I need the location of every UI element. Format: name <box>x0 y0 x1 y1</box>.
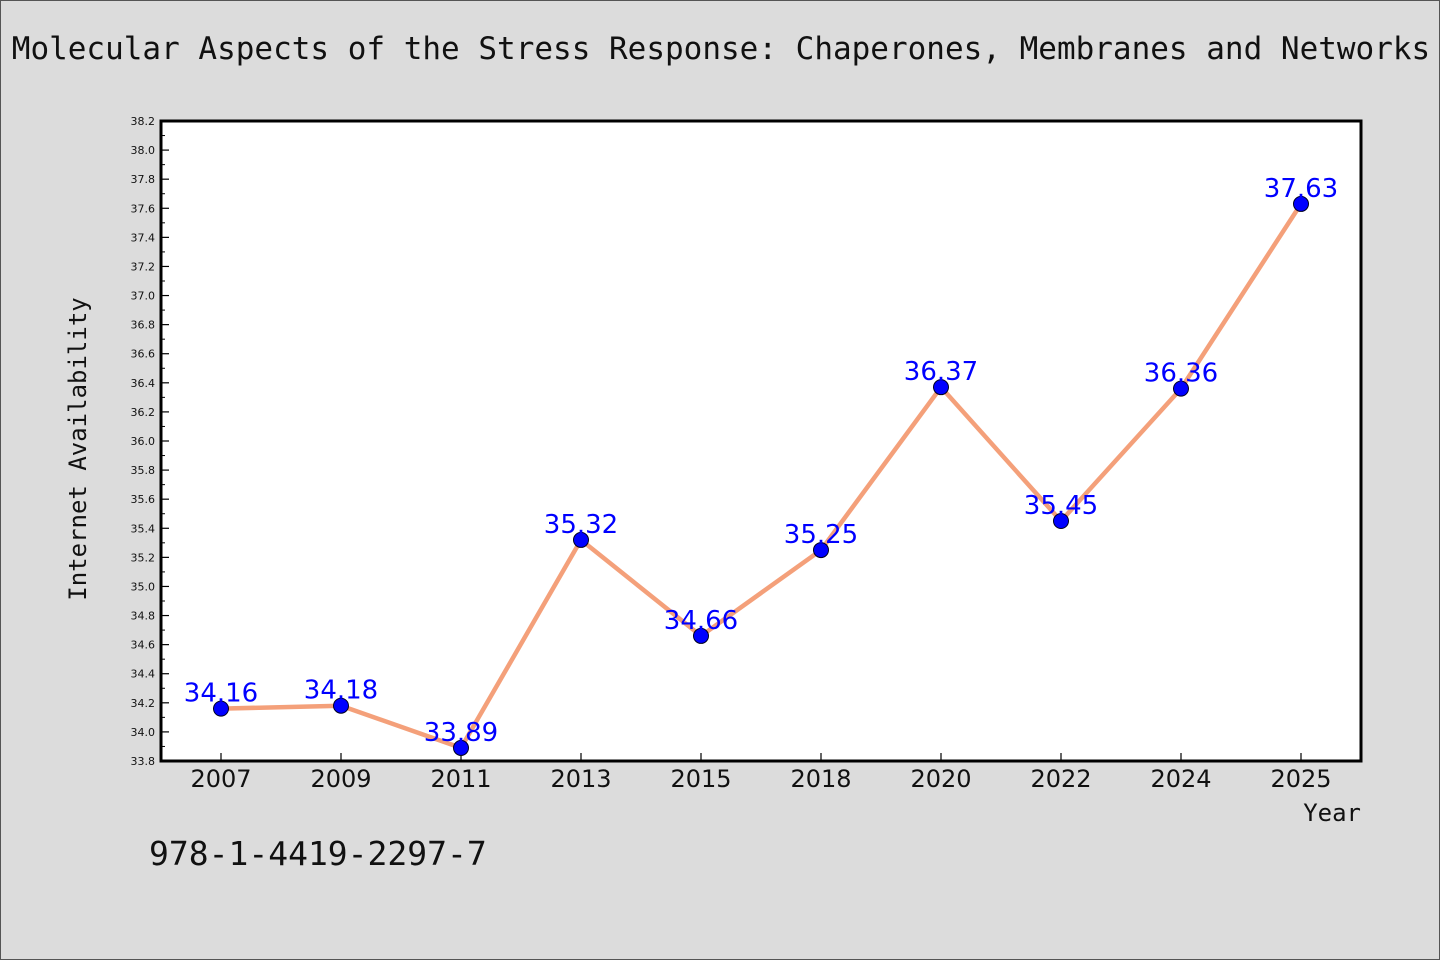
data-point <box>1293 195 1309 212</box>
y-tick-label: 37.0 <box>131 290 156 303</box>
data-labels: 34.16 34.18 33.89 35.32 34.66 35.25 36.37 35.45… <box>184 174 1338 748</box>
y-tick-label: 34.6 <box>131 639 156 652</box>
y-tick-label: 36.2 <box>131 406 156 419</box>
data-label: 36.37 <box>904 357 978 387</box>
y-tick-label: 36.6 <box>131 348 156 361</box>
x-tick-label: 2025 <box>1270 765 1331 793</box>
x-tick-label: 2015 <box>670 765 731 793</box>
series-markers <box>213 195 1309 756</box>
y-tick-label: 33.8 <box>131 755 156 768</box>
plot-area <box>159 119 1363 763</box>
data-point <box>573 531 589 548</box>
y-tick-label: 34.0 <box>131 726 156 739</box>
data-point <box>813 542 829 559</box>
y-tick-label: 36.4 <box>131 377 156 390</box>
y-tick-label: 37.2 <box>131 260 156 273</box>
x-tick-label: 2009 <box>310 765 371 793</box>
y-tick-label: 35.4 <box>131 522 156 535</box>
x-tick-label: 2018 <box>790 765 851 793</box>
x-axis-ticks: 2007 2009 2011 2013 2015 2018 2020 2022 2024 2025 <box>190 753 1332 793</box>
x-tick-label: 2020 <box>910 765 971 793</box>
data-point <box>933 379 949 396</box>
data-point <box>213 700 229 717</box>
y-axis-ticks: 33.8 34.0 34.2 34.4 34.6 34.8 35.0 35.2 35.4 35.6… <box>131 115 169 768</box>
x-tick-label: 2013 <box>550 765 611 793</box>
x-tick-label: 2011 <box>430 765 491 793</box>
y-tick-label: 37.6 <box>131 202 156 215</box>
isbn-text: 978-1-4419-2297-7 <box>149 834 487 873</box>
data-label: 37.63 <box>1264 174 1338 204</box>
y-tick-label: 36.8 <box>131 319 156 332</box>
y-tick-label: 37.8 <box>131 173 156 186</box>
y-tick-label: 37.4 <box>131 231 156 244</box>
y-tick-label: 38.2 <box>131 115 156 128</box>
data-point <box>693 627 709 644</box>
chart-title: Molecular Aspects of the Stress Response… <box>11 31 1431 67</box>
data-label: 35.45 <box>1024 491 1098 521</box>
y-tick-label: 35.6 <box>131 493 156 506</box>
data-label: 36.36 <box>1144 359 1218 389</box>
x-tick-label: 2007 <box>190 765 251 793</box>
x-tick-label: 2024 <box>1150 765 1211 793</box>
x-axis-label: Year <box>1303 799 1361 827</box>
y-axis-label: Internet Availability <box>64 297 92 600</box>
y-tick-label: 35.2 <box>131 551 156 564</box>
data-point <box>1173 380 1189 397</box>
data-label: 34.66 <box>664 606 738 636</box>
x-tick-label: 2022 <box>1030 765 1091 793</box>
data-label: 34.18 <box>304 676 378 706</box>
data-label: 35.25 <box>784 520 858 550</box>
y-tick-label: 34.2 <box>131 697 156 710</box>
data-point <box>1053 513 1069 529</box>
y-tick-label: 35.0 <box>131 580 156 593</box>
series-line <box>220 202 1303 751</box>
y-tick-label: 35.8 <box>131 464 156 477</box>
y-tick-label: 36.0 <box>131 435 156 448</box>
y-tick-label: 34.4 <box>131 668 156 681</box>
y-tick-label: 38.0 <box>131 144 156 157</box>
y-tick-label: 34.8 <box>131 610 156 623</box>
data-point <box>333 697 349 714</box>
data-label: 33.89 <box>424 718 498 748</box>
data-label: 34.16 <box>184 679 258 709</box>
data-label: 35.32 <box>544 510 618 540</box>
data-point <box>453 739 469 756</box>
